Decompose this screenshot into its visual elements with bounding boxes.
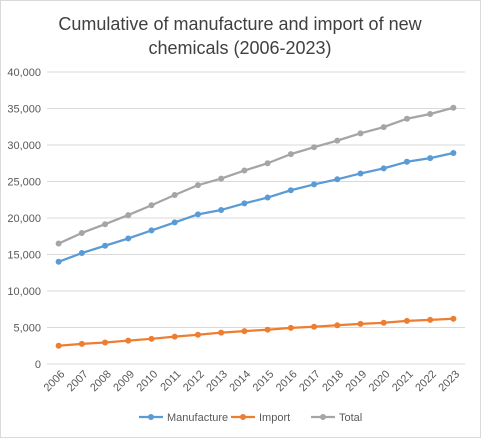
data-point-total-2008: [102, 221, 109, 228]
data-series: [55, 104, 457, 349]
legend-label-total: Total: [339, 412, 362, 424]
y-axis-tick-labels: 0 5,000 10,000 15,000 20,000 25,000 30,000 35,0…: [7, 67, 41, 371]
data-point-total-2020: [380, 124, 387, 131]
legend-marker-total: [320, 414, 326, 420]
y-tick-label-10000: 10,000: [7, 286, 41, 298]
x-tick-label-2007: 2007: [65, 368, 91, 394]
x-tick-label-2022: 2022: [413, 368, 439, 394]
data-point-import-2019: [357, 320, 364, 327]
x-tick-label-2010: 2010: [135, 368, 161, 394]
x-tick-label-2012: 2012: [181, 368, 207, 394]
data-point-import-2021: [403, 317, 410, 324]
data-point-total-2006: [55, 240, 62, 247]
gridlines: [47, 71, 465, 365]
data-point-total-2022: [427, 110, 434, 117]
data-point-import-2009: [125, 337, 132, 344]
data-point-total-2011: [171, 192, 178, 199]
x-tick-label-2015: 2015: [251, 368, 277, 394]
x-tick-label-2020: 2020: [367, 368, 393, 394]
data-point-total-2015: [264, 160, 271, 167]
y-tick-label-20000: 20,000: [7, 213, 41, 225]
data-point-manufacture-2018: [334, 176, 341, 183]
data-point-manufacture-2008: [102, 242, 109, 249]
data-point-total-2014: [241, 167, 248, 174]
data-point-manufacture-2019: [357, 170, 364, 177]
data-point-manufacture-2011: [171, 219, 178, 226]
data-point-import-2014: [241, 328, 248, 335]
x-tick-label-2023: 2023: [436, 368, 462, 394]
data-point-import-2015: [264, 326, 271, 333]
data-point-manufacture-2022: [427, 155, 434, 162]
data-point-import-2018: [334, 322, 341, 329]
x-tick-label-2016: 2016: [274, 368, 300, 394]
y-tick-label-25000: 25,000: [7, 177, 41, 189]
y-tick-label-15000: 15,000: [7, 250, 41, 262]
data-point-total-2012: [194, 182, 201, 189]
data-point-import-2012: [194, 331, 201, 338]
y-tick-label-0: 0: [35, 359, 41, 371]
data-point-total-2013: [218, 175, 225, 182]
series-line-total: [57, 106, 455, 245]
data-point-manufacture-2014: [241, 200, 248, 207]
data-point-manufacture-2020: [380, 165, 387, 172]
data-point-total-2019: [357, 130, 364, 137]
x-tick-label-2018: 2018: [320, 368, 346, 394]
y-tick-label-40000: 40,000: [7, 67, 41, 79]
x-axis-tick-labels: 2006200720082009201020112012201320142015…: [42, 368, 463, 394]
x-tick-label-2009: 2009: [111, 368, 137, 394]
data-point-manufacture-2007: [78, 250, 85, 257]
x-tick-label-2019: 2019: [344, 368, 370, 394]
y-tick-label-35000: 35,000: [7, 104, 41, 116]
legend-label-manufacture: Manufacture: [167, 412, 228, 424]
x-tick-label-2017: 2017: [297, 368, 323, 394]
series-line-import: [57, 317, 455, 347]
data-point-total-2007: [78, 229, 85, 236]
data-point-total-2016: [287, 151, 294, 158]
data-point-import-2016: [287, 324, 294, 331]
x-tick-label-2014: 2014: [227, 368, 253, 394]
data-point-import-2007: [78, 340, 85, 347]
data-point-import-2006: [55, 342, 62, 349]
data-point-total-2009: [125, 212, 132, 219]
x-tick-label-2021: 2021: [390, 368, 416, 394]
y-tick-label-5000: 5,000: [13, 323, 41, 335]
x-tick-label-2006: 2006: [42, 368, 68, 394]
data-point-manufacture-2010: [148, 227, 155, 234]
x-tick-label-2008: 2008: [88, 368, 114, 394]
x-tick-label-2011: 2011: [158, 368, 183, 393]
data-point-total-2010: [148, 202, 155, 209]
chart-title-line-2: chemicals (2006-2023): [148, 38, 331, 58]
chart-title-line-1: Cumulative of manufacture and import of …: [58, 14, 422, 34]
data-point-manufacture-2017: [311, 181, 318, 188]
data-point-import-2017: [311, 323, 318, 330]
data-point-import-2008: [102, 339, 109, 346]
data-point-manufacture-2013: [218, 206, 225, 213]
data-point-manufacture-2016: [287, 187, 294, 194]
data-point-import-2013: [218, 329, 225, 336]
data-point-manufacture-2015: [264, 194, 271, 201]
data-point-total-2017: [311, 144, 318, 151]
data-point-manufacture-2006: [55, 258, 62, 265]
data-point-manufacture-2021: [403, 158, 410, 165]
legend-marker-import: [240, 414, 246, 420]
data-point-total-2021: [403, 115, 410, 122]
legend-marker-manufacture: [148, 414, 154, 420]
data-point-manufacture-2012: [194, 211, 201, 218]
data-point-import-2023: [450, 315, 457, 322]
data-point-import-2020: [380, 319, 387, 326]
data-point-import-2022: [427, 316, 434, 323]
data-point-import-2011: [171, 333, 178, 340]
x-tick-label-2013: 2013: [204, 368, 230, 394]
data-point-manufacture-2009: [125, 235, 132, 242]
data-point-manufacture-2023: [450, 150, 457, 157]
data-point-total-2018: [334, 137, 341, 144]
y-tick-label-30000: 30,000: [7, 140, 41, 152]
data-point-import-2010: [148, 335, 155, 342]
legend: Manufacture Import Total: [139, 412, 362, 424]
legend-label-import: Import: [259, 412, 290, 424]
data-point-total-2023: [450, 104, 457, 111]
series-line-manufacture: [57, 151, 455, 263]
